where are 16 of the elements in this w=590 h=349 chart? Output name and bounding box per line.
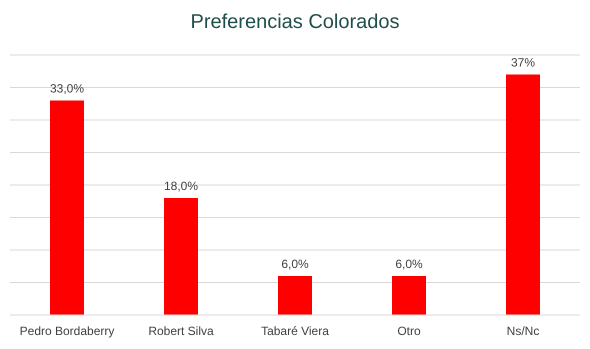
chart-title: Preferencias Colorados: [190, 11, 400, 33]
x-tick-label: Robert Silva: [148, 324, 214, 338]
bar: [164, 198, 198, 315]
data-label: 18,0%: [164, 179, 198, 193]
bar: [278, 276, 312, 315]
bar: [392, 276, 426, 315]
data-label: 33,0%: [50, 82, 84, 96]
data-label: 6,0%: [395, 257, 423, 271]
x-tick-label: Pedro Bordaberry: [20, 324, 114, 338]
bar: [506, 74, 540, 315]
x-tick-label: Ns/Nc: [506, 324, 540, 338]
x-tick-label: Tabaré Viera: [261, 324, 330, 338]
data-label: 6,0%: [281, 257, 309, 271]
x-tick-label: Otro: [397, 324, 421, 338]
data-label: 37%: [510, 56, 536, 70]
bar: [50, 100, 84, 315]
